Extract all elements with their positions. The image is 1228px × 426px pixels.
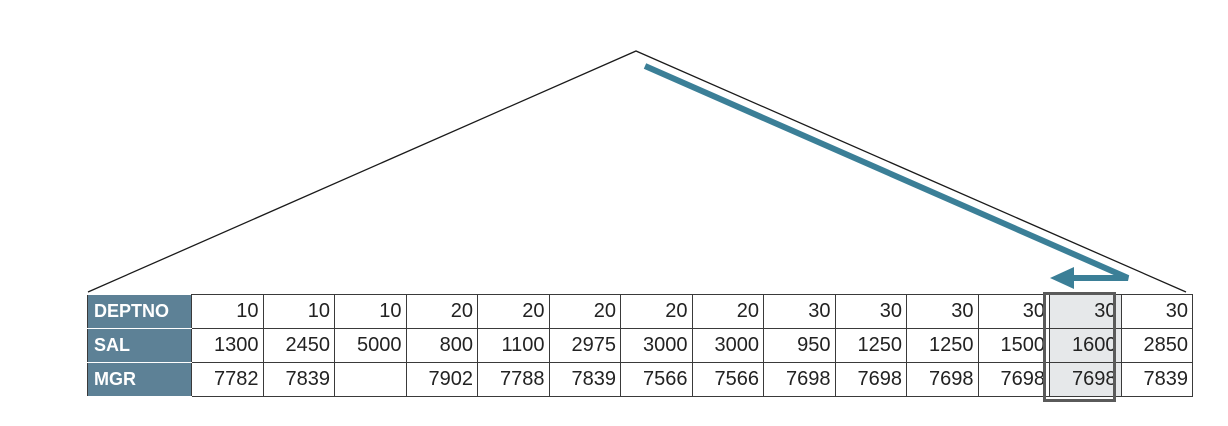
row-label-deptno: DEPTNO: [87, 294, 192, 329]
data-table: DEPTNO 10 10 10 20 20 20 20 20 30 30 30 30 30 30 SAL …: [87, 294, 1193, 397]
cell-deptno-5: 20: [548, 294, 621, 329]
cell-deptno-1: 10: [262, 294, 335, 329]
cell-sal-1: 2450: [262, 328, 335, 363]
cell-deptno-13: 30: [1120, 294, 1193, 329]
cell-mgr-13: 7839: [1120, 362, 1193, 397]
cell-mgr-1: 7839: [262, 362, 335, 397]
cell-mgr-10: 7698: [906, 362, 979, 397]
cell-mgr-4: 7788: [477, 362, 550, 397]
cell-deptno-3: 20: [405, 294, 478, 329]
table-row-sal: SAL 1300 2450 5000 800 1100 2975 3000 3000 950 12…: [87, 328, 1193, 363]
cell-sal-10: 1250: [906, 328, 979, 363]
cell-sal-8: 950: [763, 328, 836, 363]
cell-deptno-6: 20: [620, 294, 693, 329]
cell-deptno-8: 30: [763, 294, 836, 329]
cell-mgr-8: 7698: [763, 362, 836, 397]
cell-sal-13: 2850: [1120, 328, 1193, 363]
cell-mgr-6: 7566: [620, 362, 693, 397]
cell-sal-2: 5000: [334, 328, 407, 363]
row-label-mgr: MGR: [87, 362, 192, 397]
cell-mgr-12: 7698: [1049, 362, 1122, 397]
cell-deptno-11: 30: [977, 294, 1050, 329]
table-row-mgr: MGR 7782 7839 7902 7788 7839 7566 7566 7698 7698…: [87, 362, 1193, 397]
cell-deptno-0: 10: [191, 294, 264, 329]
arrow-head: [1050, 267, 1074, 289]
cell-mgr-3: 7902: [405, 362, 478, 397]
cell-sal-12: 1600: [1049, 328, 1122, 363]
cell-sal-11: 1500: [977, 328, 1050, 363]
cell-deptno-2: 10: [334, 294, 407, 329]
cell-deptno-9: 30: [834, 294, 907, 329]
cell-sal-7: 3000: [691, 328, 764, 363]
cell-mgr-9: 7698: [834, 362, 907, 397]
window-outline: [87, 50, 1187, 293]
table-row-deptno: DEPTNO 10 10 10 20 20 20 20 20 30 30 30 30 30 30: [87, 294, 1193, 329]
direction-arrow: [643, 63, 1130, 281]
cell-sal-5: 2975: [548, 328, 621, 363]
cell-deptno-12: 30: [1049, 294, 1122, 329]
cell-sal-3: 800: [405, 328, 478, 363]
cell-mgr-5: 7839: [548, 362, 621, 397]
cell-deptno-4: 20: [477, 294, 550, 329]
cell-deptno-10: 30: [906, 294, 979, 329]
cell-sal-6: 3000: [620, 328, 693, 363]
cell-sal-0: 1300: [191, 328, 264, 363]
cell-mgr-11: 7698: [977, 362, 1050, 397]
cell-deptno-7: 20: [691, 294, 764, 329]
cell-mgr-7: 7566: [691, 362, 764, 397]
cell-mgr-0: 7782: [191, 362, 264, 397]
cell-sal-4: 1100: [477, 328, 550, 363]
cell-sal-9: 1250: [834, 328, 907, 363]
row-label-sal: SAL: [87, 328, 192, 363]
cell-mgr-2: [334, 362, 407, 397]
